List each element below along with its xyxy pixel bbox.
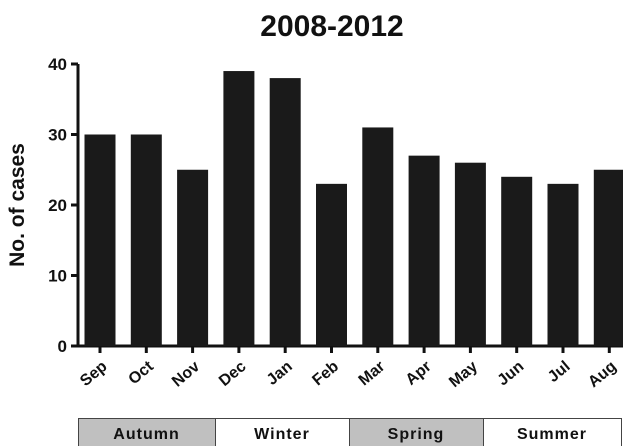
x-tick-label-jul: Jul [545,358,574,386]
bar-jun [501,176,533,346]
x-tick-label-oct: Oct [126,358,158,389]
y-tick-label: 30 [48,126,67,145]
bar-may [454,162,486,346]
bar-nov [177,169,209,346]
x-tick-label-nov: Nov [169,358,203,391]
y-tick-label: 20 [48,196,67,215]
season-label-summer: Summer [517,426,587,443]
chart-title: 2008-2012 [260,10,403,43]
season-box-autumn [78,418,216,446]
bar-jan [269,78,301,346]
season-box-winter [215,418,350,446]
x-tick-label-may: May [446,358,481,391]
x-tick-label-jan: Jan [264,358,296,389]
y-axis-label: No. of cases [6,143,29,267]
y-tick-label: 40 [48,55,67,74]
bar-feb [316,183,347,346]
x-tick-label-dec: Dec [216,358,249,390]
x-tick-label-feb: Feb [309,358,342,389]
plot-area: 0 10 20 30 40 Sep Oct Nov Dec Jan Feb Mar Apr May Jun J… [48,55,623,391]
bar-dec [223,71,255,347]
season-label-winter: Winter [254,426,310,443]
season-box-summer [483,418,622,446]
y-tick-label: 10 [48,267,67,286]
bar-apr [408,155,440,346]
bar-jul [547,183,579,346]
y-tick-label: 0 [58,337,67,356]
bar-mar [362,127,394,346]
season-strip: Autumn Winter Spring Summer [78,418,622,446]
x-tick-label-mar: Mar [356,358,389,389]
x-tick-label-sep: Sep [77,358,111,390]
x-tick-label-aug: Aug [585,358,620,391]
bar-oct [130,134,162,346]
season-label-autumn: Autumn [113,426,179,443]
bar-sep [84,134,116,346]
x-tick-label-apr: Apr [403,358,435,389]
bar-aug [593,169,623,346]
x-tick-label-jun: Jun [495,358,528,389]
season-label-spring: Spring [388,426,445,443]
